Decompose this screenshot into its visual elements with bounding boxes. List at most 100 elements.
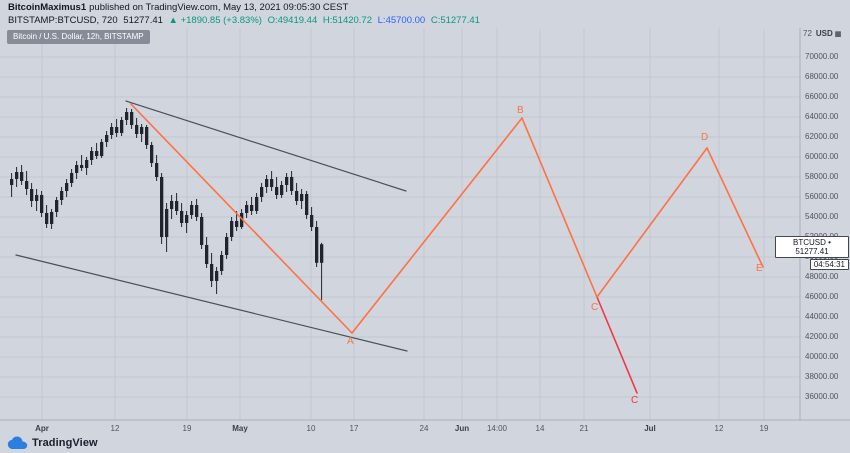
tradingview-logo[interactable]: TradingView (7, 436, 98, 450)
candle (85, 160, 89, 168)
time-tick: 12 (110, 424, 120, 433)
candle (105, 135, 109, 142)
candle (70, 173, 74, 183)
candle (220, 255, 224, 271)
projection-line[interactable] (351, 117, 523, 334)
ohlc-high: H:51420.72 (322, 14, 372, 26)
time-tick: Jun (454, 424, 470, 433)
candle (15, 172, 19, 179)
ohlc-low: L:45700.00 (377, 14, 426, 26)
candle (275, 187, 279, 195)
time-tick: 19 (759, 424, 769, 433)
price-axis-top-tick: 72 (803, 29, 812, 38)
current-price-label: BTCUSD • 51277.41 04:54:31 (775, 236, 849, 270)
candle (80, 165, 84, 168)
candle (285, 177, 289, 185)
price-tick: 68000.00 (805, 72, 839, 81)
time-tick: 19 (182, 424, 192, 433)
time-tick: Apr (35, 424, 49, 433)
candle (255, 197, 259, 211)
candle (130, 112, 134, 125)
candle (150, 145, 154, 163)
price-tick: 40000.00 (805, 352, 839, 361)
price-tick: 70000.00 (805, 52, 839, 61)
projection-line[interactable] (521, 117, 598, 298)
price-tick: 36000.00 (805, 392, 839, 401)
candle (155, 163, 159, 177)
projection-line[interactable] (706, 147, 764, 268)
candle (300, 194, 304, 201)
price-tick: 42000.00 (805, 332, 839, 341)
candle (160, 177, 164, 237)
candle (230, 221, 234, 237)
price-tick: 66000.00 (805, 92, 839, 101)
candle (60, 191, 64, 200)
wave-label-C[interactable]: C (591, 302, 599, 313)
candle (200, 217, 204, 245)
publish-header: BitcoinMaximus1 published on TradingView.… (8, 2, 483, 27)
channel-line[interactable] (15, 254, 408, 352)
candle (75, 165, 79, 173)
candle (115, 127, 119, 133)
price-tick: 44000.00 (805, 312, 839, 321)
candle (185, 215, 189, 223)
candle (240, 213, 244, 227)
symbol-title: BITSTAMP:BTCUSD, 720 (8, 14, 118, 26)
price-tick: 56000.00 (805, 192, 839, 201)
candle (110, 127, 114, 135)
candle (65, 183, 69, 191)
time-tick: 17 (349, 424, 359, 433)
author-name[interactable]: BitcoinMaximus1 (8, 2, 87, 13)
projection-line[interactable] (130, 103, 353, 334)
candle (320, 244, 324, 263)
candle (270, 179, 274, 187)
publish-info-row: BitcoinMaximus1 published on TradingView.… (8, 2, 483, 15)
candle (265, 179, 269, 187)
candle (310, 215, 314, 227)
candle (165, 209, 169, 237)
projection-line[interactable] (596, 147, 708, 298)
price-tick: 54000.00 (805, 212, 839, 221)
candle (175, 201, 179, 211)
wave-label-A[interactable]: A (347, 336, 354, 347)
wave-label-B[interactable]: B (517, 105, 524, 116)
projection-line[interactable] (596, 296, 638, 394)
candle (295, 191, 299, 201)
last-price: 51277.41 (123, 14, 163, 26)
tradingview-wordmark: TradingView (32, 437, 98, 449)
currency-button[interactable]: USD ▦ (815, 29, 842, 38)
price-tick: 48000.00 (805, 272, 839, 281)
wave-label-C[interactable]: C (631, 395, 639, 406)
candle (40, 195, 44, 213)
price-change: ▲ +1890.85 (+3.83%) (168, 14, 262, 26)
candle (215, 271, 219, 281)
candle (210, 264, 214, 281)
candle (245, 205, 249, 213)
candle (260, 187, 264, 197)
currency-grid-icon: ▦ (834, 30, 842, 38)
candle (315, 227, 319, 263)
time-tick: 21 (579, 424, 589, 433)
channel-line[interactable] (125, 100, 407, 192)
candle (10, 179, 14, 185)
price-tick: 58000.00 (805, 172, 839, 181)
candle (135, 125, 139, 134)
candle (55, 200, 59, 212)
candle (280, 185, 284, 195)
candle (30, 189, 34, 201)
publish-info: published on TradingView.com, May 13, 20… (89, 2, 349, 13)
wave-label-E[interactable]: E (756, 263, 763, 274)
time-tick: 12 (714, 424, 724, 433)
candle (205, 245, 209, 264)
candle (235, 221, 239, 227)
time-tick: 24 (419, 424, 429, 433)
chart-legend: Bitcoin / U.S. Dollar, 12h, BITSTAMP (7, 30, 150, 44)
price-tick: 60000.00 (805, 152, 839, 161)
candle (190, 205, 194, 215)
price-tick: 62000.00 (805, 132, 839, 141)
candle (140, 127, 144, 134)
wave-label-D[interactable]: D (701, 132, 709, 143)
candle (250, 205, 254, 211)
candle (120, 120, 124, 133)
